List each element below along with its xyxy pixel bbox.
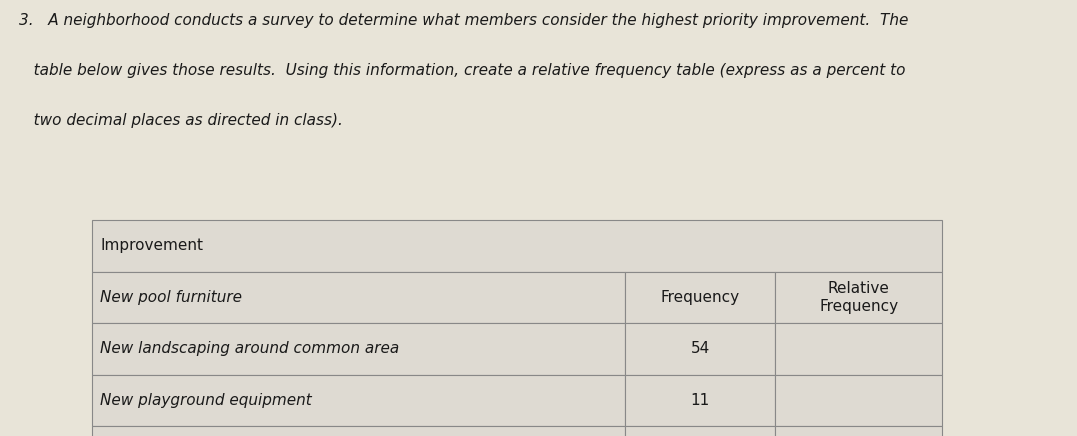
Text: Relative
Frequency: Relative Frequency [820,281,898,313]
Text: 54: 54 [690,341,710,356]
Text: two decimal places as directed in class).: two decimal places as directed in class)… [19,113,344,128]
Text: 11: 11 [690,393,710,408]
Text: Improvement: Improvement [100,238,204,253]
Text: Frequency: Frequency [660,290,740,305]
Text: New playground equipment: New playground equipment [100,393,312,408]
Text: New landscaping around common area: New landscaping around common area [100,341,400,356]
Text: 3.   A neighborhood conducts a survey to determine what members consider the hig: 3. A neighborhood conducts a survey to d… [19,13,909,28]
Text: table below gives those results.  Using this information, create a relative freq: table below gives those results. Using t… [19,63,906,78]
Text: New pool furniture: New pool furniture [100,290,242,305]
